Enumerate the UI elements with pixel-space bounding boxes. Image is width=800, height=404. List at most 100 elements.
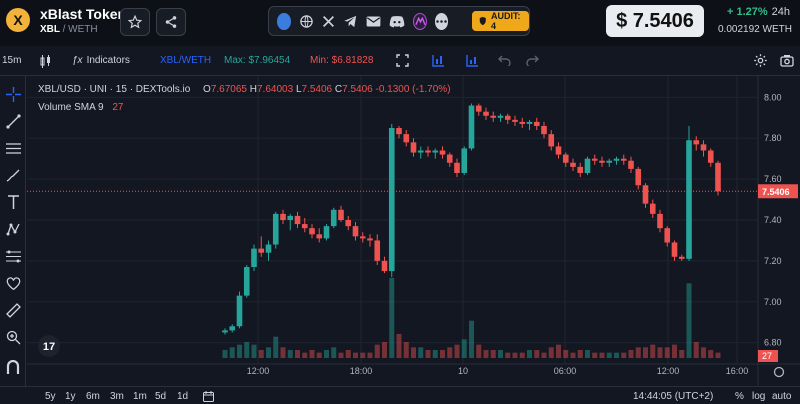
price-chart[interactable]: 8.00 7.80 7.60 7.40 7.20 7.00 6.80 12:00 18:00 10… xyxy=(27,76,800,391)
trade-chart-icon[interactable] xyxy=(466,54,479,67)
price-display: $ 7.5406 xyxy=(606,5,704,37)
native-symbol: WETH xyxy=(762,24,792,35)
candle-body xyxy=(693,140,700,145)
volume-bar xyxy=(635,347,641,358)
candle-body xyxy=(309,228,315,235)
legend-low-label: L xyxy=(295,84,302,95)
volume-bar xyxy=(418,347,424,358)
ruler-tool[interactable] xyxy=(3,300,23,320)
auto-toggle[interactable]: auto xyxy=(772,391,792,402)
settings-icon[interactable] xyxy=(753,53,768,68)
quote-symbol: WETH xyxy=(68,24,98,35)
candle-body xyxy=(526,121,533,124)
volume-bar xyxy=(353,352,358,358)
candle-body xyxy=(700,144,707,151)
undo-icon[interactable] xyxy=(498,55,511,66)
screenshot-icon[interactable] xyxy=(780,54,794,67)
coin-icon[interactable] xyxy=(277,12,291,30)
chart-canvas[interactable]: 8.00 7.80 7.60 7.40 7.20 7.00 6.80 12:00 18:00 10… xyxy=(27,76,800,386)
native-price-value: 0.002192 xyxy=(718,24,760,35)
fullscreen-icon[interactable] xyxy=(396,54,409,67)
volume-bar xyxy=(316,352,322,358)
zoom-in-icon xyxy=(6,330,20,344)
x-icon[interactable] xyxy=(322,13,336,30)
heart-icon xyxy=(6,276,20,290)
text-tool[interactable] xyxy=(3,192,23,212)
pair-symbol[interactable]: XBL/WETH xyxy=(160,55,212,66)
volume-bar xyxy=(563,350,569,358)
volume-bar xyxy=(469,320,474,358)
pair-separator: / xyxy=(62,24,66,35)
volume-bar xyxy=(534,350,540,358)
globe-icon[interactable] xyxy=(299,13,314,30)
ohlc-legend: XBL/USD · UNI · 15 · DEXTools.io O7.6706… xyxy=(38,84,451,95)
x-tick-label: 16:00 xyxy=(726,366,749,376)
legend-open-label: O xyxy=(203,84,211,95)
favorites-tool[interactable] xyxy=(3,273,23,293)
candle-style-icon[interactable] xyxy=(38,55,52,68)
mail-icon[interactable] xyxy=(366,13,381,30)
candle-body xyxy=(686,140,692,259)
fib-tool[interactable] xyxy=(3,246,23,266)
clock[interactable]: 14:44:05 (UTC+2) xyxy=(633,391,714,402)
candle-body xyxy=(620,158,627,161)
volume-bar xyxy=(708,350,714,358)
candle-body xyxy=(388,128,395,272)
candle-body xyxy=(316,234,323,239)
magnet-tool[interactable] xyxy=(3,357,23,377)
crosshair-icon xyxy=(5,86,21,102)
zoom-tool[interactable] xyxy=(3,327,23,347)
volume-bar xyxy=(657,347,663,358)
percent-toggle[interactable]: % xyxy=(735,391,744,402)
discord-icon[interactable] xyxy=(389,13,405,30)
candle-body xyxy=(649,203,656,214)
range-1d[interactable]: 1d xyxy=(177,391,189,402)
crosshair-tool[interactable] xyxy=(3,84,23,104)
interval-selector[interactable]: 15m xyxy=(2,55,22,66)
volume-bar xyxy=(280,347,286,358)
range-1m[interactable]: 1m xyxy=(133,391,147,402)
candle-body xyxy=(272,213,279,245)
token-icon[interactable] xyxy=(413,12,427,30)
audit-badge[interactable]: AUDIT: 4 xyxy=(472,11,529,31)
brush-tool[interactable] xyxy=(3,165,23,185)
volume-bar xyxy=(266,347,271,358)
date-range-icon[interactable] xyxy=(203,391,214,402)
volume-bar xyxy=(440,350,445,358)
volume-bar xyxy=(614,352,619,358)
candle-body xyxy=(628,160,634,169)
candle-body xyxy=(367,238,373,241)
candle-body xyxy=(599,160,605,163)
legend-symbol: XBL/USD · UNI · 15 · DEXTools.io xyxy=(38,84,191,95)
range-3m[interactable]: 3m xyxy=(110,391,124,402)
candle-body xyxy=(330,209,337,227)
volume-bar xyxy=(628,350,634,358)
y-tick-label: 8.00 xyxy=(764,92,782,102)
range-1y[interactable]: 1y xyxy=(65,391,76,402)
range-5d[interactable]: 5d xyxy=(155,391,167,402)
candle-body xyxy=(243,267,250,296)
volume-bar xyxy=(527,350,532,358)
trendline-tool[interactable] xyxy=(3,111,23,131)
pattern-tool[interactable] xyxy=(3,219,23,239)
candle-body xyxy=(497,115,504,118)
favorite-button[interactable] xyxy=(120,8,150,36)
range-5y[interactable]: 5y xyxy=(45,391,56,402)
log-toggle[interactable]: log xyxy=(752,391,766,402)
bar-chart-icon[interactable] xyxy=(432,54,445,67)
candle-body xyxy=(403,134,410,143)
candle-body xyxy=(468,105,475,149)
redo-icon[interactable] xyxy=(526,55,539,66)
more-icon[interactable] xyxy=(434,12,449,30)
horizontal-lines-tool[interactable] xyxy=(3,138,23,158)
telegram-icon[interactable] xyxy=(343,13,358,30)
indicators-button[interactable]: ƒx Indicators xyxy=(72,55,130,66)
volume-legend: Volume SMA 9 27 xyxy=(38,102,124,113)
candle-body xyxy=(678,256,685,259)
candle-body xyxy=(294,215,301,225)
volume-bar xyxy=(490,350,496,358)
candle-body xyxy=(533,121,540,126)
candle-body xyxy=(381,260,388,272)
share-button[interactable] xyxy=(156,8,186,36)
range-6m[interactable]: 6m xyxy=(86,391,100,402)
